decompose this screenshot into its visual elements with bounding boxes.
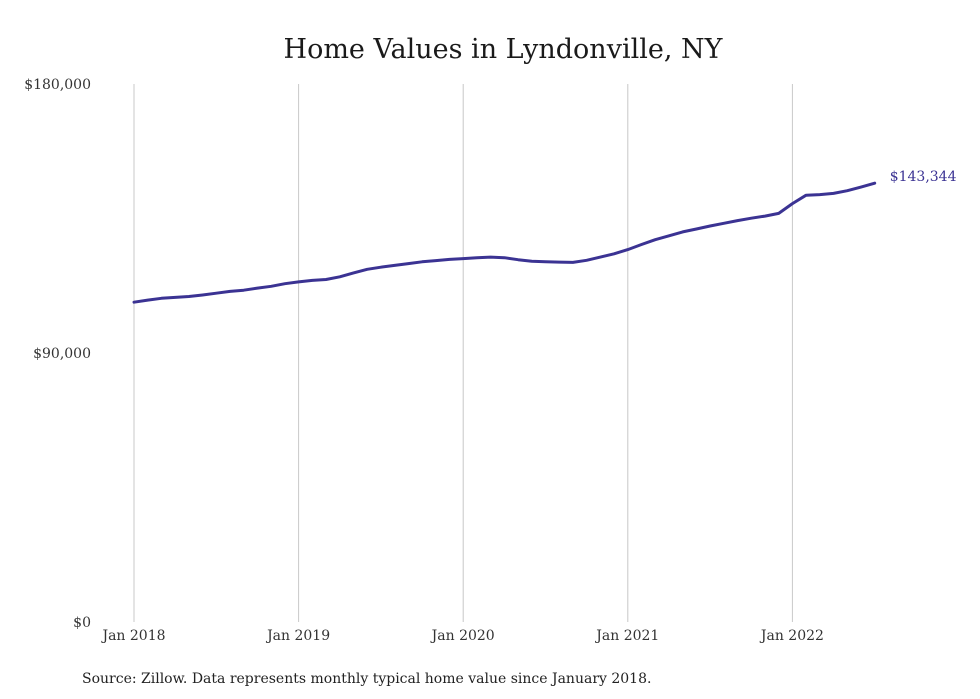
end-value-label: $143,344	[890, 169, 957, 185]
y-tick-label-1: $90,000	[33, 346, 91, 362]
chart-title: Home Values in Lyndonville, NY	[284, 34, 724, 65]
grid-layer	[133, 84, 793, 622]
x-tick-label-0: Jan 2018	[100, 628, 165, 644]
y-axis-ticks: $0 $90,000 $180,000	[24, 77, 91, 631]
source-note: Source: Zillow. Data represents monthly …	[82, 671, 651, 687]
x-tick-label-2: Jan 2020	[430, 628, 495, 644]
x-tick-label-4: Jan 2022	[759, 628, 824, 644]
x-tick-label-3: Jan 2021	[594, 628, 659, 644]
y-tick-label-2: $180,000	[24, 77, 91, 93]
series-line	[132, 181, 877, 304]
y-tick-label-0: $0	[73, 615, 91, 631]
x-tick-label-1: Jan 2019	[265, 628, 330, 644]
series-layer: $143,344	[132, 169, 957, 304]
x-axis-ticks: Jan 2018 Jan 2019 Jan 2020 Jan 2021 Jan 2022	[100, 628, 823, 644]
